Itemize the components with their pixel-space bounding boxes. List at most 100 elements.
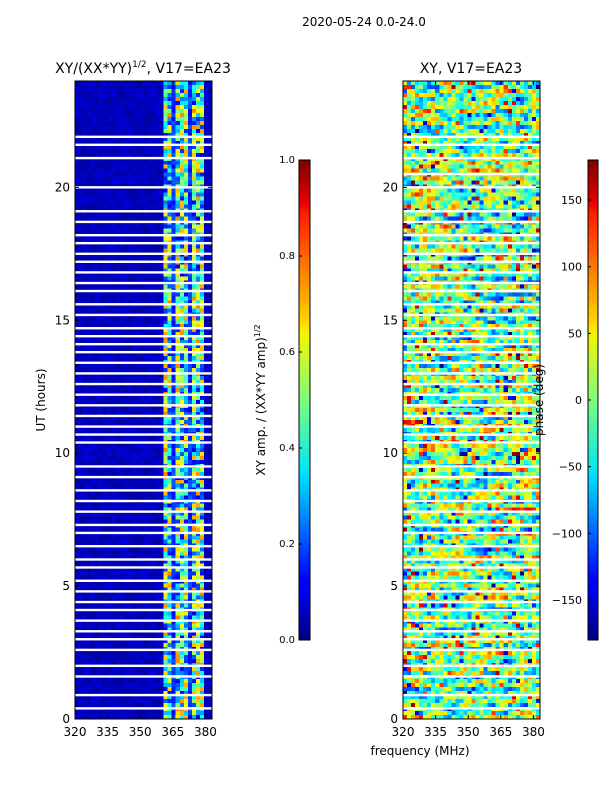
data-gap-line xyxy=(75,648,212,652)
data-gap-line xyxy=(403,531,540,535)
data-gap-line xyxy=(75,252,212,255)
amplitude-heatmap-panel: XY/(XX*YY)1/2, V17=EA23 320 335 350 365 380 0… xyxy=(34,60,231,739)
data-gap-line xyxy=(403,441,540,444)
data-gap-line xyxy=(75,425,212,428)
colorbar-tick-label: 0.0 xyxy=(279,635,295,646)
data-gap-line xyxy=(75,619,212,622)
amplitude-heatmap-title: XY/(XX*YY)1/2, V17=EA23 xyxy=(55,60,231,77)
colorbar-tick-label: 0.4 xyxy=(279,443,295,454)
data-gap-line xyxy=(403,404,540,407)
data-gap-line xyxy=(403,260,540,263)
data-gap-line xyxy=(403,327,540,330)
colorbar-tick-label: 150 xyxy=(561,194,582,207)
data-gap-line xyxy=(75,350,212,354)
data-gap-line xyxy=(403,579,540,582)
colorbar-tick-label: 0.2 xyxy=(279,539,295,550)
data-gap-line xyxy=(75,638,212,641)
data-gap-line xyxy=(75,342,212,346)
data-gap-line xyxy=(403,220,540,224)
colorbar-tick-label: 50 xyxy=(568,327,582,340)
phase-colorbar: 150 100 50 0 −50 −100 −150 phase (deg) xyxy=(532,159,599,641)
data-gap-line xyxy=(75,558,212,561)
colorbar-tick-label: 0 xyxy=(575,394,582,407)
phase-colorbar-ticks: 150 100 50 0 −50 −100 −150 xyxy=(552,194,591,607)
data-gap-line xyxy=(403,619,540,622)
data-gap-line xyxy=(403,523,540,527)
data-gap-line xyxy=(75,220,212,224)
y-tick-label: 0 xyxy=(390,712,398,726)
data-gap-line xyxy=(75,135,212,139)
x-tick-label: 320 xyxy=(392,725,415,739)
amplitude-heatmap-image xyxy=(75,81,212,719)
data-gap-line xyxy=(75,327,212,330)
data-gap-line xyxy=(75,271,212,274)
data-gap-line xyxy=(75,313,212,317)
x-tick-label: 365 xyxy=(489,725,512,739)
phase-heatmap-frame xyxy=(402,80,541,720)
data-gap-line xyxy=(75,675,212,678)
data-gap-line xyxy=(75,545,212,548)
data-gap-line xyxy=(75,233,212,237)
amplitude-colorbar-label: XY amp. / (XX*YY amp)1/2 xyxy=(253,324,268,475)
data-gap-line xyxy=(75,531,212,535)
data-gap-line xyxy=(75,590,212,593)
data-gap-line xyxy=(75,382,212,386)
data-gap-line xyxy=(75,393,212,396)
data-gap-line xyxy=(403,156,540,160)
data-gap-line xyxy=(75,523,212,527)
data-gap-line xyxy=(75,441,212,444)
data-gap-line xyxy=(75,404,212,407)
phase-heatmap-title: XY, V17=EA23 xyxy=(420,61,522,77)
x-tick-label: 350 xyxy=(457,725,480,739)
data-gap-line xyxy=(403,475,540,479)
phase-colorbar-label: phase (deg) xyxy=(532,364,546,436)
data-gap-line xyxy=(403,361,540,364)
data-gap-line xyxy=(75,303,212,306)
data-gap-line xyxy=(403,545,540,548)
data-gap-line xyxy=(403,566,540,569)
data-gap-line xyxy=(403,303,540,306)
data-gap-line xyxy=(403,393,540,396)
colorbar-tick-label: −150 xyxy=(552,594,582,607)
data-gap-line xyxy=(403,382,540,386)
data-gap-line xyxy=(75,156,212,160)
data-gap-line xyxy=(403,489,540,492)
data-gap-line xyxy=(403,414,540,418)
amplitude-heatmap-frame xyxy=(74,80,213,720)
data-gap-line xyxy=(75,260,212,263)
data-gap-line xyxy=(403,630,540,633)
data-gap-line xyxy=(403,608,540,612)
x-tick-label: 335 xyxy=(96,725,119,739)
data-gap-line xyxy=(75,499,212,503)
data-gap-line xyxy=(75,361,212,364)
data-gap-line xyxy=(403,335,540,338)
amplitude-heatmap-axes: 320 335 350 365 380 0 5 10 15 20 xyxy=(55,81,217,739)
data-gap-line xyxy=(403,252,540,255)
colorbar-tick-label: −100 xyxy=(552,527,582,540)
data-gap-line xyxy=(75,510,212,513)
x-tick-label: 380 xyxy=(522,725,545,739)
x-tick-label: 350 xyxy=(129,725,152,739)
y-tick-label: 0 xyxy=(62,712,70,726)
data-gap-line xyxy=(403,590,540,593)
data-gap-line xyxy=(75,281,212,285)
data-gap-line xyxy=(403,233,540,237)
data-gap-line xyxy=(75,600,212,604)
x-tick-label: 320 xyxy=(64,725,87,739)
y-tick-label: 20 xyxy=(55,180,70,194)
y-tick-label: 10 xyxy=(383,446,398,460)
data-gap-line xyxy=(75,335,212,338)
y-tick-label: 15 xyxy=(55,313,70,327)
data-gap-line xyxy=(403,186,540,189)
data-gap-line xyxy=(403,281,540,285)
data-gap-line xyxy=(403,510,540,513)
data-gap-line xyxy=(403,707,540,710)
data-gap-line xyxy=(75,210,212,213)
data-gap-line xyxy=(403,465,540,468)
data-gap-line xyxy=(75,414,212,418)
data-gap-line xyxy=(403,499,540,503)
data-gap-line xyxy=(75,433,212,436)
data-gap-line xyxy=(75,241,212,245)
y-tick-label: 15 xyxy=(383,313,398,327)
